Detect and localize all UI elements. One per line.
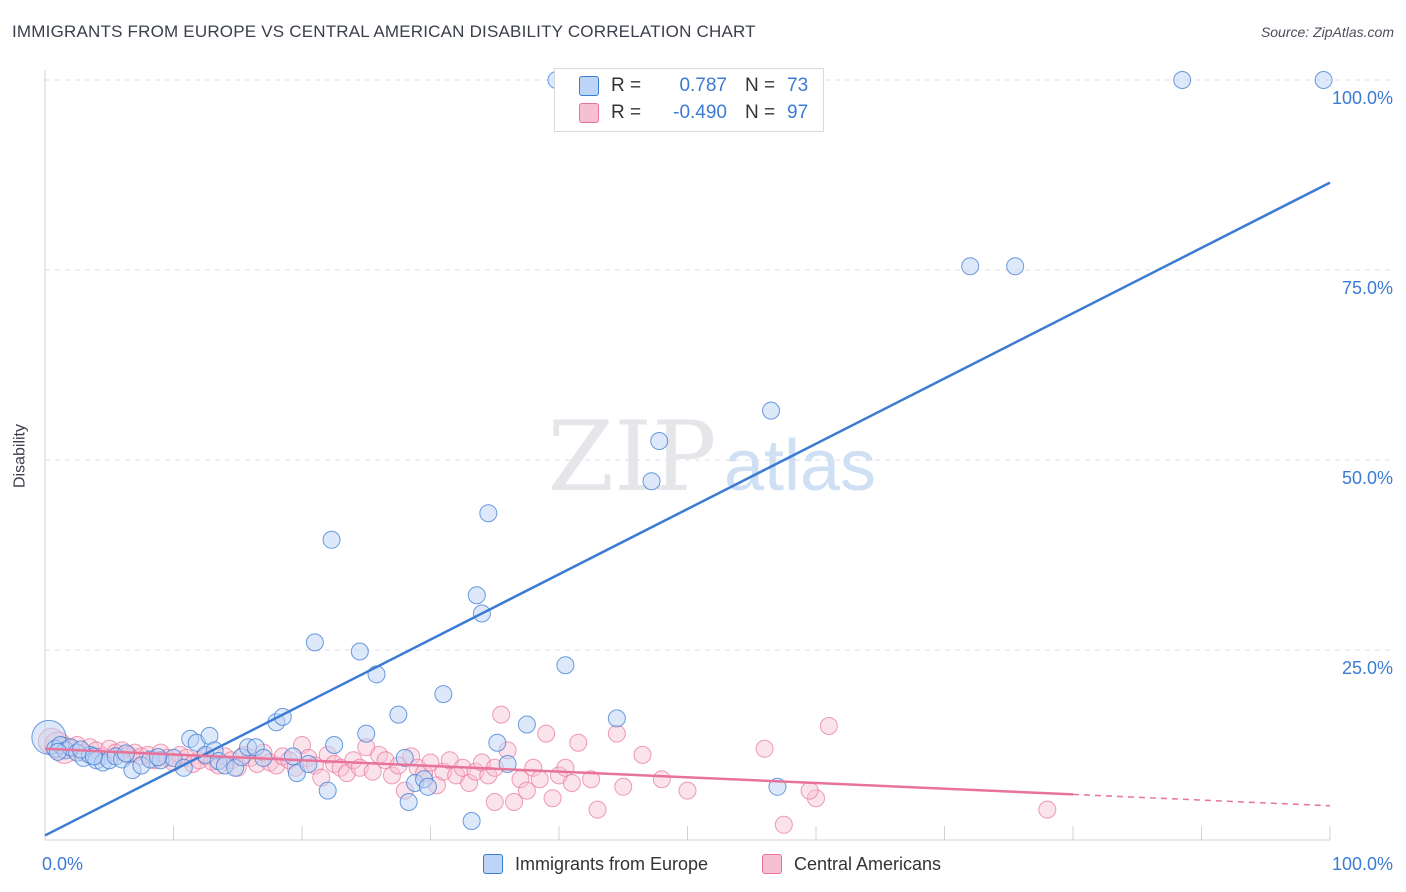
- data-point-central-americans: [344, 751, 363, 770]
- data-point-central-americans: [607, 724, 626, 743]
- legend-row-central: R = -0.490 N = 97: [579, 101, 808, 125]
- data-point-immigrants-from-europe: [1173, 71, 1192, 89]
- data-point-central-americans: [652, 770, 671, 789]
- bottom-legend-europe[interactable]: Immigrants from Europe: [483, 852, 708, 876]
- x-tick-label: 0.0%: [42, 854, 83, 874]
- bottom-legend-swatch-blue: [483, 854, 503, 874]
- data-point-immigrants-from-europe: [607, 709, 626, 728]
- data-point-immigrants-from-europe: [418, 777, 437, 796]
- watermark-zip: ZIP: [547, 401, 716, 513]
- data-point-immigrants-from-europe: [395, 748, 414, 767]
- legend-r-label: R =: [611, 75, 642, 96]
- y-tick-label: 75.0%: [1342, 278, 1393, 298]
- data-point-immigrants-from-europe: [284, 747, 303, 766]
- data-point-central-americans: [530, 770, 549, 789]
- data-point-immigrants-from-europe: [434, 685, 453, 704]
- data-point-central-americans: [537, 724, 556, 743]
- trend-lines: [44, 181, 1331, 837]
- bottom-legend-label: Immigrants from Europe: [515, 853, 709, 874]
- data-point-central-americans: [819, 717, 838, 735]
- trend-line-immigrants-from-europe: [44, 181, 1331, 837]
- data-point-central-americans: [800, 781, 819, 800]
- data-point-central-americans: [524, 758, 543, 777]
- data-point-immigrants-from-europe: [357, 724, 376, 743]
- data-point-immigrants-from-europe: [1006, 257, 1025, 276]
- axes: [44, 70, 1331, 841]
- grid-lines: [45, 79, 1395, 651]
- data-point-immigrants-from-europe: [517, 715, 536, 734]
- data-point-immigrants-from-europe: [467, 586, 486, 605]
- data-point-central-americans: [614, 777, 633, 796]
- data-point-central-americans: [543, 789, 562, 808]
- data-point-central-americans: [755, 739, 774, 758]
- data-point-immigrants-from-europe: [399, 793, 418, 811]
- data-point-central-americans: [492, 705, 511, 724]
- data-point-immigrants-from-europe: [556, 656, 575, 675]
- data-point-immigrants-from-europe: [650, 432, 669, 450]
- data-point-immigrants-from-europe: [350, 642, 369, 661]
- data-point-central-americans: [588, 800, 607, 819]
- chart-title: IMMIGRANTS FROM EUROPE VS CENTRAL AMERIC…: [12, 22, 756, 41]
- data-point-immigrants-from-europe: [299, 755, 318, 773]
- data-point-central-americans: [1038, 800, 1057, 819]
- data-point-central-americans: [569, 733, 588, 752]
- watermark-atlas: atlas: [724, 426, 876, 506]
- data-point-immigrants-from-europe: [1314, 71, 1333, 89]
- data-point-immigrants-from-europe: [322, 530, 341, 549]
- tick-labels: 100.0% 75.0% 50.0% 25.0% 0.0% 100.0%: [42, 88, 1393, 874]
- legend-r-value: -0.490: [673, 102, 727, 123]
- data-point-central-americans: [382, 766, 401, 785]
- data-point-immigrants-from-europe: [318, 781, 337, 800]
- watermark: ZIP atlas: [547, 401, 876, 513]
- bottom-legend-label: Central Americans: [794, 853, 942, 874]
- legend-row-europe: R = 0.787 N = 73: [579, 74, 808, 98]
- data-point-central-americans: [485, 793, 504, 811]
- trend-line-central-americans-extension: [1072, 793, 1331, 807]
- data-point-immigrants-from-europe: [389, 705, 408, 724]
- bottom-legend-central[interactable]: Central Americans: [762, 852, 941, 876]
- data-point-immigrants-from-europe: [961, 257, 980, 276]
- data-point-central-americans: [678, 781, 697, 800]
- legend-swatch-pink: [579, 103, 599, 123]
- data-point-central-americans: [556, 758, 575, 777]
- data-point-immigrants-from-europe: [642, 472, 661, 491]
- data-point-central-americans: [517, 781, 536, 800]
- legend-swatch-blue: [579, 76, 599, 96]
- data-point-immigrants-from-europe: [462, 812, 481, 830]
- data-point-central-americans: [460, 774, 479, 792]
- source-label: Source: ZipAtlas.com: [1260, 24, 1394, 40]
- trend-line-central-americans: [44, 747, 1074, 796]
- data-point-immigrants-from-europe: [149, 748, 168, 767]
- legend-r-value: 0.787: [679, 75, 727, 96]
- legend-r-label: R =: [611, 102, 642, 123]
- y-tick-label: 50.0%: [1342, 468, 1393, 488]
- legend-n-label: N =: [745, 102, 776, 123]
- data-point-central-americans: [633, 745, 652, 764]
- legend-n-label: N =: [745, 75, 776, 96]
- data-point-immigrants-from-europe: [48, 742, 67, 761]
- legend-n-value: 97: [787, 102, 809, 123]
- bottom-legend-swatch-pink: [762, 854, 782, 874]
- data-point-immigrants-from-europe: [305, 633, 324, 652]
- data-point-immigrants-from-europe: [762, 401, 781, 420]
- data-point-central-americans: [479, 766, 498, 785]
- y-tick-label: 100.0%: [1332, 88, 1393, 108]
- data-point-central-americans: [582, 770, 601, 789]
- y-tick-label: 25.0%: [1342, 658, 1393, 678]
- data-point-central-americans: [505, 793, 524, 811]
- data-point-immigrants-from-europe: [479, 504, 498, 523]
- data-point-central-americans: [807, 789, 825, 808]
- data-point-immigrants-from-europe: [488, 733, 507, 752]
- data-point-central-americans: [774, 815, 793, 834]
- legend-n-value: 73: [787, 75, 809, 96]
- x-tick-label: 100.0%: [1332, 854, 1393, 874]
- data-point-central-americans: [562, 774, 581, 792]
- correlation-legend: R = 0.787 N = 73 R = -0.490 N = 97: [554, 68, 824, 132]
- data-point-immigrants-from-europe: [325, 736, 344, 754]
